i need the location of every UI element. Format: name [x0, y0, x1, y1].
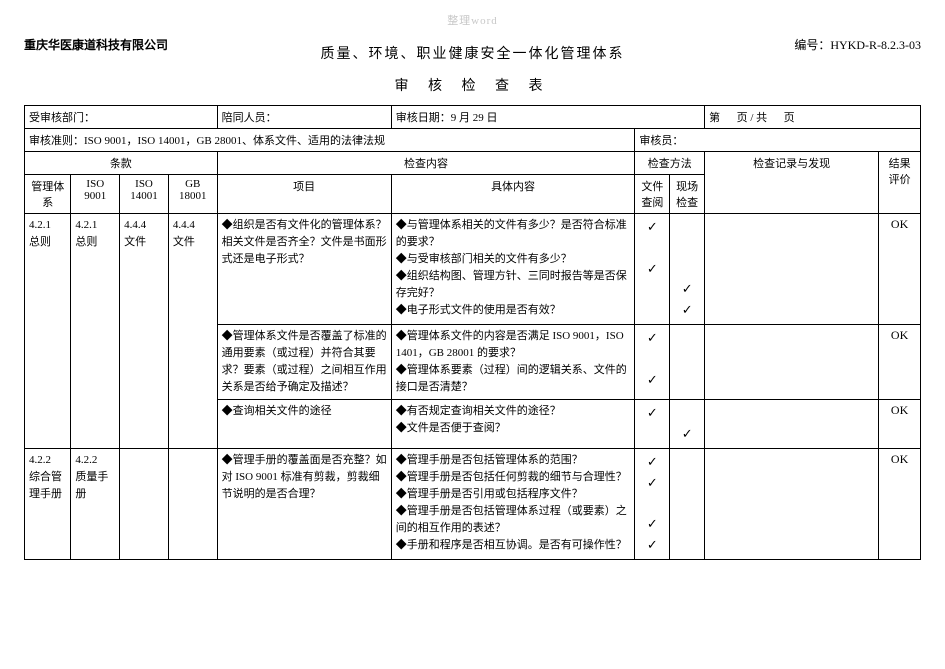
cell-method-site: ✓ — [670, 400, 705, 449]
doc-number-label: 编号： — [794, 38, 830, 52]
th-iso9001: ISO 9001 — [71, 175, 120, 214]
cell-method-file: ✓ — [635, 400, 670, 449]
cell-iso9001: 4.2.1总则 — [71, 214, 120, 449]
doc-number: 编号：HYKD-R-8.2.3-03 — [794, 36, 921, 53]
cell-record — [705, 400, 879, 449]
th-method-file: 文件查阅 — [635, 175, 670, 214]
th-check-method: 检查方法 — [635, 152, 705, 175]
cell-record — [705, 214, 879, 325]
dept-cell: 受审核部门： — [25, 106, 218, 129]
th-result: 结果评价 — [879, 152, 921, 214]
escort-cell: 陪同人员： — [217, 106, 391, 129]
date-value: 9 月 29 日 — [451, 112, 498, 124]
audit-table: 受审核部门： 陪同人员： 审核日期：9 月 29 日 第 页 / 共 页 审核准… — [24, 105, 921, 560]
page-mid: 页 / 共 — [737, 112, 768, 124]
cell-iso14001: 4.4.4文件 — [120, 214, 169, 449]
cell-gb18001: 4.4.4文件 — [168, 214, 217, 449]
cell-content: ◆管理手册是否包括管理体系的范围？◆管理手册是否包括任何剪裁的细节与合理性？◆管… — [391, 448, 635, 559]
meta-row-2: 审核准则：ISO 9001，ISO 14001，GB 28001、体系文件、适用… — [25, 129, 921, 152]
cell-result: OK — [879, 214, 921, 325]
cell-iso9001: 4.2.2质量手册 — [71, 448, 120, 559]
page-cell: 第 页 / 共 页 — [705, 106, 921, 129]
date-cell: 审核日期：9 月 29 日 — [391, 106, 704, 129]
cell-content: ◆管理体系文件的内容是否满足 ISO 9001，ISO 1401，GB 2800… — [391, 324, 635, 399]
criteria-value: ISO 9001，ISO 14001，GB 28001、体系文件、适用的法律法规 — [84, 135, 385, 147]
cell-method-site — [670, 448, 705, 559]
cell-result: OK — [879, 448, 921, 559]
th-record: 检查记录与发现 — [705, 152, 879, 214]
cell-iso14001 — [120, 448, 169, 559]
criteria-cell: 审核准则：ISO 9001，ISO 14001，GB 28001、体系文件、适用… — [25, 129, 635, 152]
cell-project: ◆查询相关文件的途径 — [217, 400, 391, 449]
meta-row-1: 受审核部门： 陪同人员： 审核日期：9 月 29 日 第 页 / 共 页 — [25, 106, 921, 129]
th-content: 具体内容 — [391, 175, 635, 214]
cell-method-site — [670, 324, 705, 399]
th-gb18001: GB 18001 — [168, 175, 217, 214]
th-iso14001: ISO 14001 — [120, 175, 169, 214]
cell-project: ◆管理体系文件是否覆盖了标准的通用要素（或过程）并符合其要求？要素（或过程）之间… — [217, 324, 391, 399]
auditor-label: 审核员： — [639, 135, 683, 147]
th-method-site: 现场检查 — [670, 175, 705, 214]
cell-gb18001 — [168, 448, 217, 559]
th-project: 项目 — [217, 175, 391, 214]
header-row-a: 条款 检查内容 检查方法 检查记录与发现 结果评价 — [25, 152, 921, 175]
page-suffix: 页 — [784, 112, 795, 124]
doc-number-value: HYKD-R-8.2.3-03 — [830, 38, 921, 52]
cell-content: ◆与管理体系相关的文件有多少？是否符合标准的要求？◆与受审核部门相关的文件有多少… — [391, 214, 635, 325]
cell-content: ◆有否规定查询相关文件的途径？◆文件是否便于查阅？ — [391, 400, 635, 449]
cell-method-file: ✓✓ — [635, 214, 670, 325]
title-line2: 审 核 检 查 表 — [24, 75, 921, 95]
criteria-label: 审核准则： — [29, 135, 84, 147]
cell-result: OK — [879, 324, 921, 399]
page-prefix: 第 — [709, 112, 720, 124]
th-check-content: 检查内容 — [217, 152, 635, 175]
date-label: 审核日期： — [396, 112, 451, 124]
watermark-text: 整理word — [24, 12, 921, 28]
cell-method-file: ✓✓✓✓ — [635, 448, 670, 559]
th-sys: 管理体系 — [25, 175, 71, 214]
th-clause: 条款 — [25, 152, 218, 175]
table-row: 4.2.1总则4.2.1总则4.4.4文件4.4.4文件◆组织是否有文件化的管理… — [25, 214, 921, 325]
cell-result: OK — [879, 400, 921, 449]
cell-sys: 4.2.1总则 — [25, 214, 71, 449]
cell-record — [705, 448, 879, 559]
cell-method-site: ✓✓ — [670, 214, 705, 325]
cell-record — [705, 324, 879, 399]
cell-project: ◆组织是否有文件化的管理体系？相关文件是否齐全？文件是书面形式还是电子形式？ — [217, 214, 391, 325]
cell-method-file: ✓✓ — [635, 324, 670, 399]
cell-sys: 4.2.2综合管理手册 — [25, 448, 71, 559]
escort-label: 陪同人员： — [222, 112, 277, 124]
cell-project: ◆管理手册的覆盖面是否充整？如对 ISO 9001 标准有剪裁，剪裁细节说明的是… — [217, 448, 391, 559]
table-row: 4.2.2综合管理手册4.2.2质量手册 ◆管理手册的覆盖面是否充整？如对 ISO… — [25, 448, 921, 559]
company-name: 重庆华医康道科技有限公司 — [24, 36, 168, 53]
auditor-cell: 审核员： — [635, 129, 921, 152]
dept-label: 受审核部门： — [29, 112, 95, 124]
